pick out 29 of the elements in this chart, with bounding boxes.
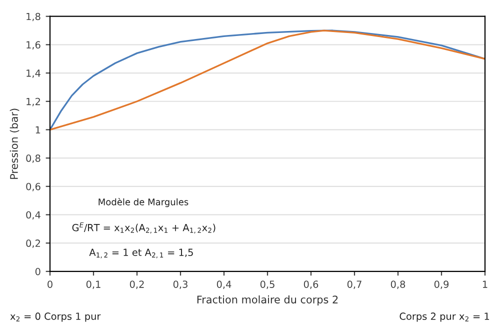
y-axis-title: Pression (bar) [10,108,20,179]
x-tick-label: 0,4 [216,280,232,289]
x-tick-label: 0 [48,280,52,288]
y-tick-label: 1,8 [26,12,40,22]
x-tick-label: 0,9 [434,280,449,289]
x-tick-label: 0,6 [304,280,318,289]
x-tick-label: 0,5 [260,280,274,289]
annotation: Modèle de Margules [98,198,188,208]
annotation: A$_{1,2}$ = 1 et A$_{2,1}$ = 1,5 [89,248,193,258]
y-tick-label: 1,6 [26,41,40,50]
y-tick-label: 1,2 [26,98,40,106]
y-tick-label: 1 [36,126,40,134]
y-tick-label: 0,6 [26,182,40,192]
y-tick-label: 0,2 [26,240,40,248]
text: G$^{E}$/RT = x$_{1}$x$_{2}$(A$_{2,1}$x$_{1}$ + A$_{1,2}$x$_{2}$) [72,222,216,234]
text: x$_{2}$ = 0 Corps 1 pur [10,312,101,322]
x-tick-label: 0,8 [390,280,406,289]
text: Corps 2 pur x$_{2}$ = 1 [400,312,490,322]
x-tick-label: 0,2 [130,280,144,289]
x-tick-label: 0,3 [173,280,188,289]
x-axis-title: Fraction molaire du corps 2 [197,295,338,306]
y-tick-label: 1,4 [26,70,40,78]
y-tick-label: 0,8 [26,154,40,163]
y-tick-label: 0 [35,268,40,276]
line-series [50,30,485,131]
x-tick-label: 0,1 [86,280,100,289]
y-tick-label: 0,4 [26,211,40,220]
x-tick-label: 0,7 [347,280,362,289]
x-tick-label: 1 [482,280,488,288]
